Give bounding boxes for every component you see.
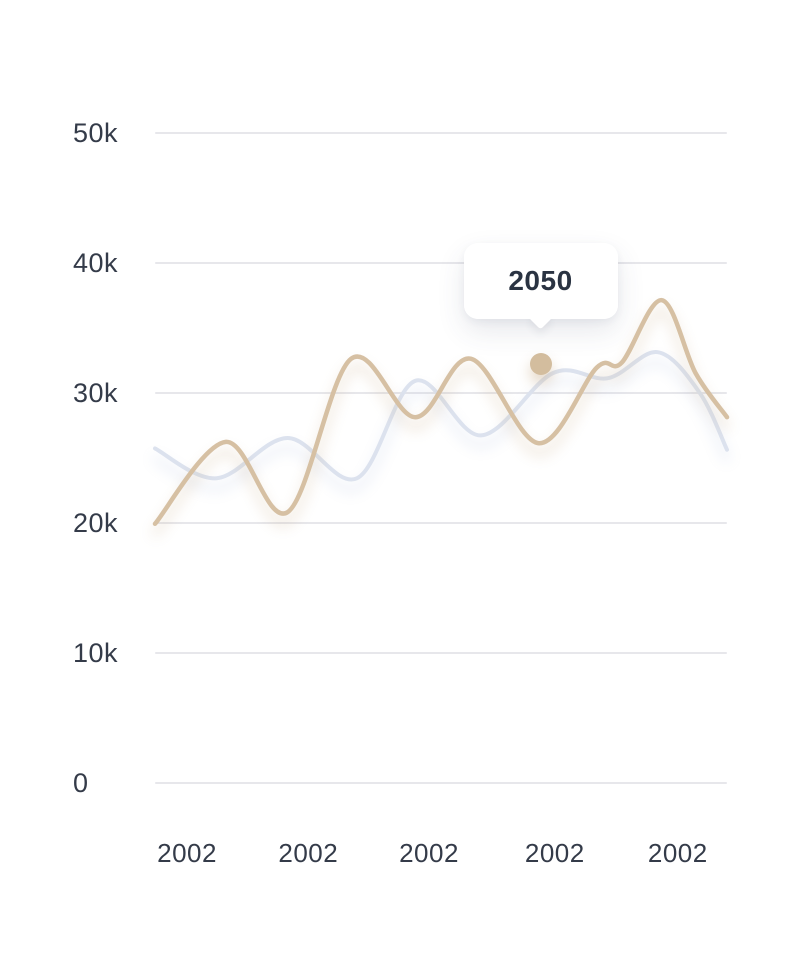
y-tick-label: 50k (73, 117, 119, 148)
tooltip: 2050 (463, 242, 618, 319)
series-line-secondary (153, 350, 729, 482)
gridline (155, 781, 727, 784)
gridline (155, 261, 727, 264)
marker-dot[interactable] (529, 352, 552, 375)
gridline (155, 651, 727, 654)
y-tick-label: 40k (73, 247, 119, 278)
x-tick-label: 2002 (647, 838, 708, 868)
gridline (155, 521, 727, 524)
x-tick-label: 2002 (278, 838, 339, 868)
x-tick-label: 2002 (157, 838, 217, 868)
series-line-primary (152, 297, 730, 527)
tooltip-value: 2050 (463, 242, 618, 319)
y-tick-label: 20k (73, 507, 119, 538)
x-tick-label: 2002 (524, 838, 585, 868)
x-tick-label: 2002 (399, 838, 459, 868)
y-tick-label: 0 (73, 767, 89, 798)
y-tick-label: 10k (73, 637, 119, 668)
y-tick-label: 30k (73, 377, 119, 408)
gridline (155, 131, 727, 134)
